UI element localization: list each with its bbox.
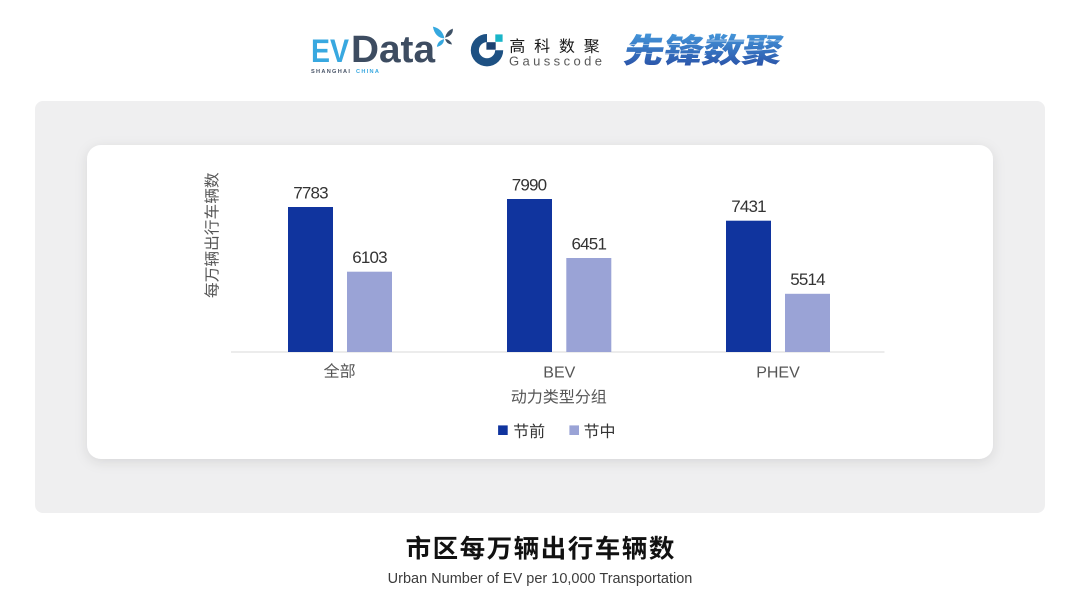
svg-text:SHANGHAI: SHANGHAI: [311, 69, 351, 75]
svg-text:6103: 6103: [352, 248, 387, 267]
svg-text:CHINA: CHINA: [356, 69, 380, 75]
svg-text:Data: Data: [351, 29, 436, 71]
svg-text:7783: 7783: [293, 183, 328, 202]
svg-text:PHEV: PHEV: [756, 365, 800, 382]
svg-text:Urban Number of EV per 10,000: Urban Number of EV per 10,000 Transporta…: [388, 571, 693, 587]
svg-text:7990: 7990: [512, 175, 547, 194]
svg-text:6451: 6451: [571, 234, 606, 253]
svg-text:BEV: BEV: [543, 365, 575, 382]
svg-text:7431: 7431: [731, 197, 766, 216]
svg-text:Gausscode: Gausscode: [509, 54, 605, 69]
svg-text:EV: EV: [311, 33, 350, 69]
svg-text:5514: 5514: [790, 270, 825, 289]
